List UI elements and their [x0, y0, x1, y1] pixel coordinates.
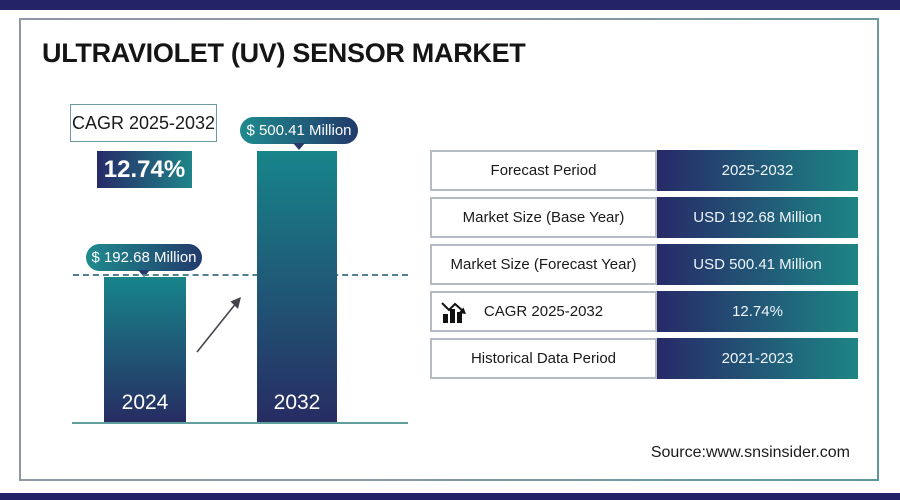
- row-value-text: 2021-2023: [721, 350, 794, 367]
- row-value-cell: 2025-2032: [657, 150, 858, 191]
- value-callout-2032-label: $ 500.41 Million: [246, 122, 352, 139]
- row-value-text: 12.74%: [732, 303, 783, 320]
- growth-arrow-icon: [196, 297, 241, 353]
- bar-2024: 2024: [104, 277, 186, 422]
- chart-baseline: [72, 422, 408, 424]
- bar-2032: 2032: [257, 151, 337, 422]
- top-accent-bar: [0, 0, 900, 10]
- row-value-cell: USD 192.68 Million: [657, 197, 858, 238]
- row-label-text: Market Size (Base Year): [462, 209, 625, 226]
- row-value-cell: 2021-2023: [657, 338, 858, 379]
- page-title: ULTRAVIOLET (UV) SENSOR MARKET: [42, 38, 526, 68]
- row-value-cell: 12.74%: [657, 291, 858, 332]
- bar-2024-label: 2024: [121, 391, 169, 414]
- market-summary-table: Forecast Period 2025-2032 Market Size (B…: [430, 150, 858, 385]
- row-value-text: USD 192.68 Million: [693, 209, 822, 226]
- row-label-cell: CAGR 2025-2032: [430, 291, 657, 332]
- cagr-period-label: CAGR 2025-2032: [71, 112, 216, 133]
- table-row: Historical Data Period 2021-2023: [430, 338, 858, 379]
- row-label-cell: Market Size (Forecast Year): [430, 244, 657, 285]
- value-callout-2024: $ 192.68 Million: [86, 244, 202, 277]
- cagr-period-box: CAGR 2025-2032: [70, 104, 217, 142]
- row-label-cell: Forecast Period: [430, 150, 657, 191]
- bar-chart-trend-icon: [441, 302, 466, 323]
- bottom-accent-bar: [0, 493, 900, 500]
- row-label-cell: Historical Data Period: [430, 338, 657, 379]
- row-label-text: Market Size (Forecast Year): [450, 256, 637, 273]
- row-value-text: 2025-2032: [721, 162, 794, 179]
- callout-pointer: [138, 270, 150, 277]
- value-callout-2024-label: $ 192.68 Million: [91, 249, 197, 266]
- row-label-text: Forecast Period: [490, 162, 597, 179]
- reference-dashed-line: [73, 274, 408, 276]
- cagr-value-label: 12.74%: [103, 155, 186, 183]
- row-value-cell: USD 500.41 Million: [657, 244, 858, 285]
- cagr-value-box: 12.74%: [97, 151, 192, 188]
- row-value-text: USD 500.41 Million: [693, 256, 822, 273]
- table-row: Market Size (Forecast Year) USD 500.41 M…: [430, 244, 858, 285]
- source-attribution: Source:www.snsinsider.com: [650, 444, 850, 461]
- bar-2032-label: 2032: [273, 391, 321, 414]
- table-row: Forecast Period 2025-2032: [430, 150, 858, 191]
- callout-pointer: [293, 143, 305, 150]
- table-row: CAGR 2025-2032 12.74%: [430, 291, 858, 332]
- row-label-cell: Market Size (Base Year): [430, 197, 657, 238]
- row-label-text: CAGR 2025-2032: [483, 303, 604, 320]
- table-row: Market Size (Base Year) USD 192.68 Milli…: [430, 197, 858, 238]
- row-label-text: Historical Data Period: [470, 350, 617, 367]
- value-callout-2032: $ 500.41 Million: [240, 117, 358, 150]
